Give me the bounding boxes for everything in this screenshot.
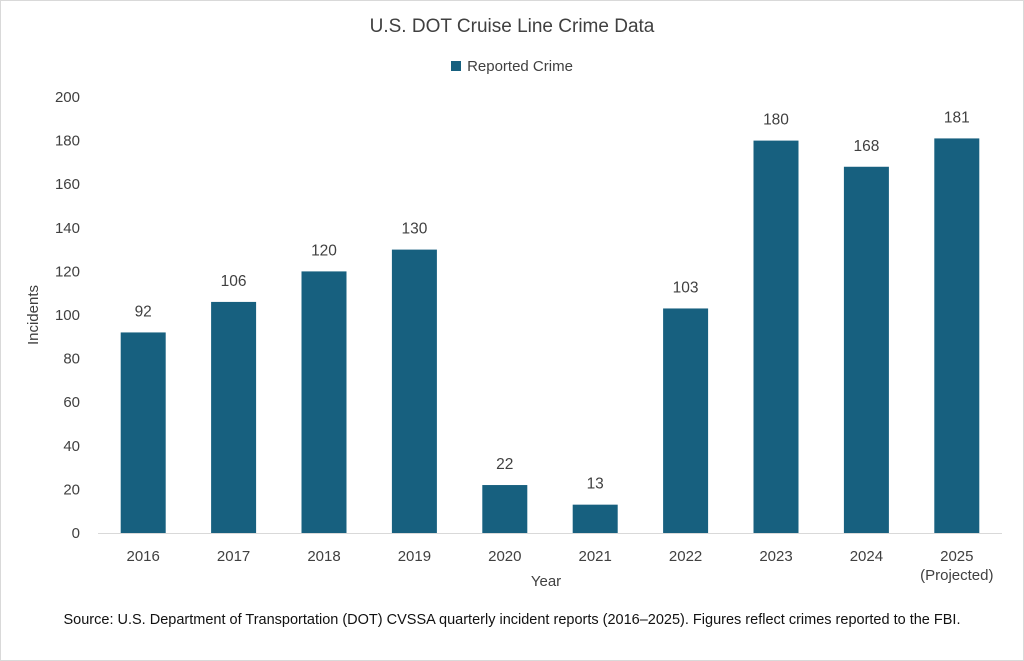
legend-swatch <box>451 61 462 71</box>
data-label: 168 <box>853 138 879 155</box>
bar-2016 <box>120 332 166 533</box>
y-tick-label: 0 <box>72 525 80 542</box>
x-tick-label: 2024 <box>850 548 883 565</box>
bar-2017 <box>211 301 257 533</box>
bar-2020 <box>482 485 528 533</box>
y-axis-title: Incidents <box>25 285 42 345</box>
bar-2021 <box>572 504 618 533</box>
y-tick-label: 40 <box>63 438 80 455</box>
y-tick-label: 60 <box>63 394 80 411</box>
x-tick-label: 2023 <box>759 548 792 565</box>
y-tick-label: 100 <box>55 307 80 324</box>
data-label: 103 <box>673 279 699 296</box>
bar-2023 <box>753 140 799 533</box>
y-tick-label: 180 <box>55 133 80 150</box>
data-label: 181 <box>944 109 970 126</box>
y-tick-label: 160 <box>55 176 80 193</box>
data-label: 22 <box>496 456 513 473</box>
y-tick-label: 200 <box>55 89 80 106</box>
bar-2022 <box>663 308 709 533</box>
footnote: Source: U.S. Department of Transportatio… <box>63 612 961 628</box>
data-label: 13 <box>587 476 604 493</box>
bar-2025 <box>934 138 980 534</box>
x-tick-label: 2018 <box>307 548 340 565</box>
x-tick-label: 2025 <box>940 548 973 565</box>
bar-2018 <box>301 271 347 533</box>
x-tick-label: 2021 <box>579 548 612 565</box>
chart-title: U.S. DOT Cruise Line Crime Data <box>369 16 655 37</box>
bar-2024 <box>843 166 889 533</box>
x-tick-label: 2016 <box>127 548 160 565</box>
y-tick-label: 20 <box>63 481 80 498</box>
x-tick-label: 2022 <box>669 548 702 565</box>
x-tick-label: 2017 <box>217 548 250 565</box>
y-tick-label: 140 <box>55 220 80 237</box>
data-label: 130 <box>401 221 427 238</box>
data-label: 106 <box>221 273 247 290</box>
y-tick-label: 120 <box>55 263 80 280</box>
bar-2019 <box>391 249 437 533</box>
x-tick-label: (Projected) <box>920 567 993 584</box>
data-label: 92 <box>135 303 152 320</box>
x-tick-label: 2019 <box>398 548 431 565</box>
x-tick-label: 2020 <box>488 548 521 565</box>
legend-label: Reported Crime <box>467 58 573 75</box>
data-label: 180 <box>763 112 789 129</box>
y-tick-label: 80 <box>63 351 80 368</box>
data-label: 120 <box>311 242 337 259</box>
legend: Reported Crime <box>0 58 1024 75</box>
x-axis-title: Year <box>531 573 561 590</box>
